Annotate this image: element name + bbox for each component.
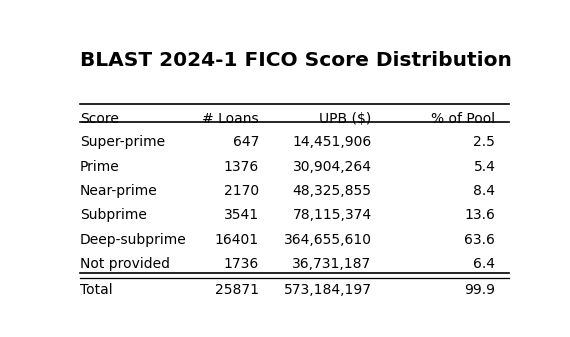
Text: 13.6: 13.6	[465, 208, 495, 222]
Text: Near-prime: Near-prime	[80, 184, 158, 198]
Text: Total: Total	[80, 283, 113, 297]
Text: 30,904,264: 30,904,264	[292, 159, 372, 174]
Text: 1736: 1736	[224, 257, 259, 271]
Text: 63.6: 63.6	[465, 233, 495, 247]
Text: 3541: 3541	[224, 208, 259, 222]
Text: Subprime: Subprime	[80, 208, 147, 222]
Text: 16401: 16401	[215, 233, 259, 247]
Text: 6.4: 6.4	[473, 257, 495, 271]
Text: # Loans: # Loans	[202, 112, 259, 126]
Text: 2.5: 2.5	[474, 135, 495, 149]
Text: 36,731,187: 36,731,187	[292, 257, 372, 271]
Text: Not provided: Not provided	[80, 257, 170, 271]
Text: Score: Score	[80, 112, 119, 126]
Text: 364,655,610: 364,655,610	[284, 233, 372, 247]
Text: 8.4: 8.4	[473, 184, 495, 198]
Text: BLAST 2024-1 FICO Score Distribution: BLAST 2024-1 FICO Score Distribution	[80, 51, 512, 70]
Text: 48,325,855: 48,325,855	[292, 184, 372, 198]
Text: 573,184,197: 573,184,197	[284, 283, 372, 297]
Text: UPB ($): UPB ($)	[319, 112, 372, 126]
Text: 78,115,374: 78,115,374	[292, 208, 372, 222]
Text: 5.4: 5.4	[474, 159, 495, 174]
Text: 2170: 2170	[224, 184, 259, 198]
Text: Deep-subprime: Deep-subprime	[80, 233, 187, 247]
Text: Super-prime: Super-prime	[80, 135, 165, 149]
Text: 14,451,906: 14,451,906	[292, 135, 372, 149]
Text: 99.9: 99.9	[465, 283, 495, 297]
Text: 1376: 1376	[224, 159, 259, 174]
Text: 25871: 25871	[215, 283, 259, 297]
Text: 647: 647	[233, 135, 259, 149]
Text: Prime: Prime	[80, 159, 120, 174]
Text: % of Pool: % of Pool	[431, 112, 495, 126]
